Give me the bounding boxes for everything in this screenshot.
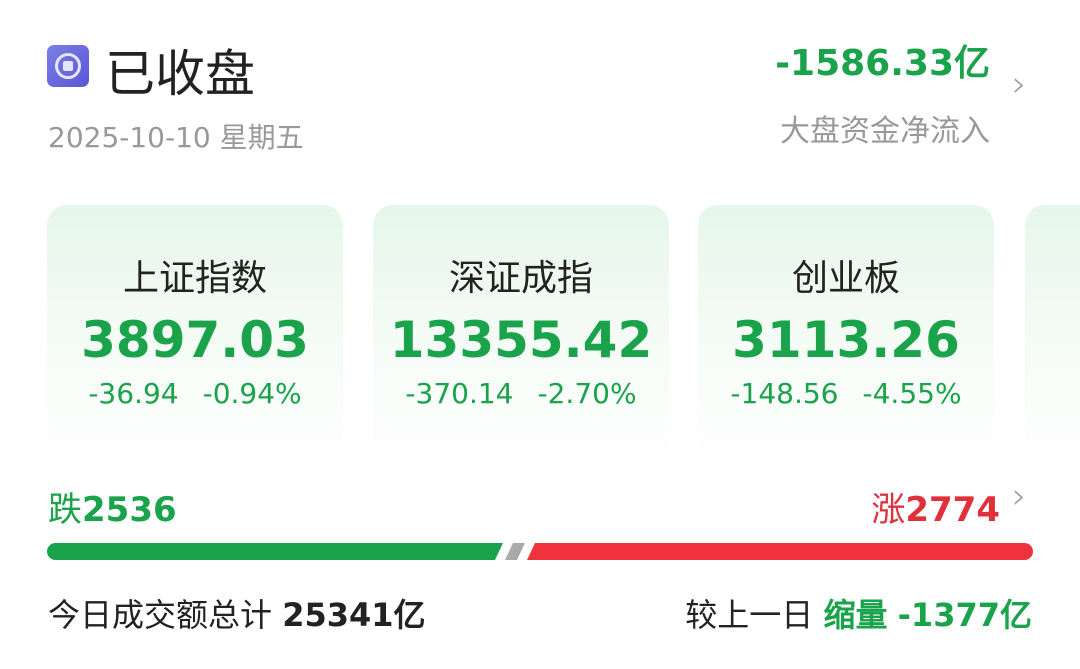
net-flow-value[interactable]: -1586.33亿 xyxy=(775,43,990,84)
index-change: -370.14 xyxy=(405,377,514,410)
index-change: -36.94 xyxy=(88,377,179,410)
index-name: 上证指数 xyxy=(122,258,267,299)
flat-segment xyxy=(505,543,525,560)
breadth-bar xyxy=(47,543,1033,560)
fall-count: 跌2536 xyxy=(48,490,177,530)
index-card-sz[interactable]: 深证成指 13355.42 -370.14 -2.70% xyxy=(373,205,669,470)
rise-count[interactable]: 涨2774 xyxy=(871,490,1000,530)
index-pct: -0.94% xyxy=(202,377,302,410)
chevron-right-icon[interactable]: › xyxy=(1012,64,1027,105)
index-card-partial[interactable] xyxy=(1025,205,1080,470)
turnover-compare: 较上一日 缩量 -1377亿 xyxy=(685,596,1032,634)
index-card-cyb[interactable]: 创业板 3113.26 -148.56 -4.55% xyxy=(698,205,994,470)
chevron-right-icon[interactable]: › xyxy=(1012,476,1027,517)
turnover-total: 今日成交额总计 25341亿 xyxy=(48,596,426,634)
index-pct: -2.70% xyxy=(537,377,637,410)
index-pct: -4.55% xyxy=(862,377,962,410)
rise-segment xyxy=(527,543,1033,560)
fall-segment xyxy=(47,543,503,560)
trade-date: 2025-10-10 星期五 xyxy=(48,121,304,154)
index-card-sh[interactable]: 上证指数 3897.03 -36.94 -0.94% xyxy=(47,205,343,470)
net-flow-label[interactable]: 大盘资金净流入 xyxy=(780,114,990,149)
market-status-title: 已收盘 xyxy=(105,45,255,103)
index-name: 深证成指 xyxy=(448,258,593,299)
index-price: 3897.03 xyxy=(81,311,309,369)
index-name: 创业板 xyxy=(791,258,900,299)
index-price: 13355.42 xyxy=(389,311,653,369)
index-price: 3113.26 xyxy=(732,311,960,369)
market-closed-icon xyxy=(47,45,89,87)
index-change: -148.56 xyxy=(730,377,839,410)
